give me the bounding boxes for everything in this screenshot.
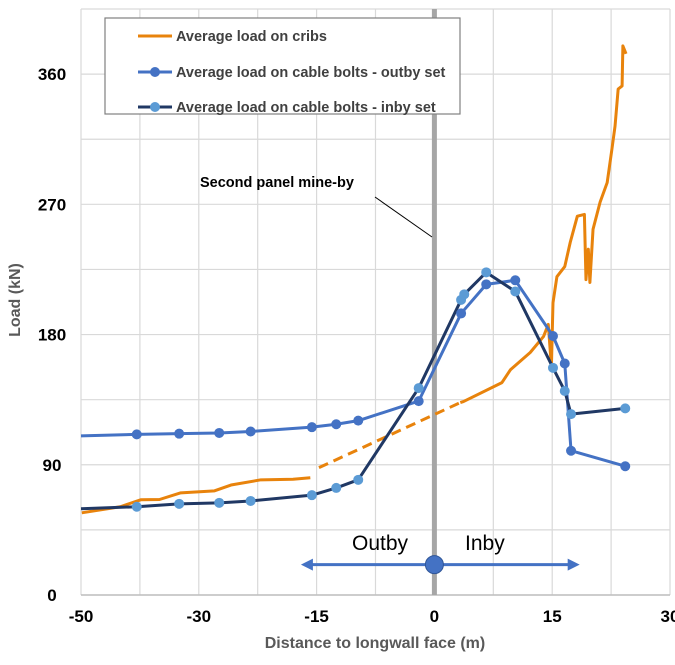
inby-label: Inby [465, 532, 505, 555]
inby-point [481, 267, 492, 278]
x-axis-title: Distance to longwall face (m) [265, 635, 485, 652]
inby-point [547, 362, 558, 373]
inby-line [80, 270, 626, 511]
outby-point [456, 308, 467, 319]
cribs-line-solid [81, 476, 311, 515]
outby-point [547, 331, 558, 342]
legend-marker-inby [150, 102, 160, 112]
legend-label-outby: Average load on cable bolts - outby set [176, 65, 446, 81]
outby-line [80, 278, 626, 468]
inby-point [413, 383, 424, 394]
outby-point [131, 429, 142, 440]
direction-arrow [300, 555, 580, 575]
inby-point [510, 286, 521, 297]
outby-point [413, 396, 424, 407]
outby-point [620, 461, 631, 472]
x-tick-label: 0 [430, 607, 439, 626]
x-tick-label: 15 [543, 607, 562, 626]
series-group [80, 44, 631, 515]
legend-marker-outby [150, 67, 160, 77]
outby-point [245, 426, 256, 437]
cribs-line-solid [459, 44, 628, 404]
outby-point [566, 445, 577, 456]
outby-point [481, 279, 492, 290]
legend-label-inby: Average load on cable bolts - inby set [176, 100, 436, 116]
outby-label: Outby [352, 532, 409, 555]
inby-point [459, 289, 470, 300]
inby-point [174, 498, 185, 509]
inby-point [353, 474, 364, 485]
mine-by-leader-line [374, 196, 433, 238]
cribs-line-dashed [318, 401, 461, 470]
face-position-marker [424, 555, 444, 575]
outby-point [331, 419, 342, 430]
y-tick-label: 360 [38, 65, 66, 84]
legend: Average load on cribs Average load on ca… [104, 17, 461, 116]
x-tick-label: -30 [187, 607, 212, 626]
x-tick-label: 30 [661, 607, 675, 626]
arrow-head-left-icon [300, 558, 313, 571]
outby-point [559, 358, 570, 369]
x-tick-label: -15 [304, 607, 329, 626]
outby-point [174, 428, 185, 439]
tick-labels: -50 -30 -15 0 15 30 0 90 180 270 360 [38, 65, 675, 626]
outby-point [353, 415, 364, 426]
mine-by-label: Second panel mine-by [200, 175, 354, 191]
y-tick-label: 180 [38, 326, 66, 345]
inby-point [306, 490, 317, 501]
arrow-head-right-icon [567, 558, 580, 571]
inby-point [620, 403, 631, 414]
inby-point [214, 497, 225, 508]
y-tick-label: 90 [43, 456, 62, 475]
y-tick-label: 270 [38, 195, 66, 214]
legend-label-cribs: Average load on cribs [176, 29, 327, 45]
inby-point [131, 501, 142, 512]
annotations: Second panel mine-by Outby Inby [200, 175, 580, 575]
inby-point [566, 409, 577, 420]
inby-point [559, 385, 570, 396]
outby-point [306, 422, 317, 433]
outby-point [510, 275, 521, 286]
inby-point [245, 495, 256, 506]
y-axis-title: Load (kN) [7, 263, 24, 337]
y-tick-label: 0 [47, 586, 56, 605]
legend-box [104, 17, 461, 115]
x-tick-label: -50 [69, 607, 94, 626]
outby-point [214, 427, 225, 438]
inby-point [331, 482, 342, 493]
